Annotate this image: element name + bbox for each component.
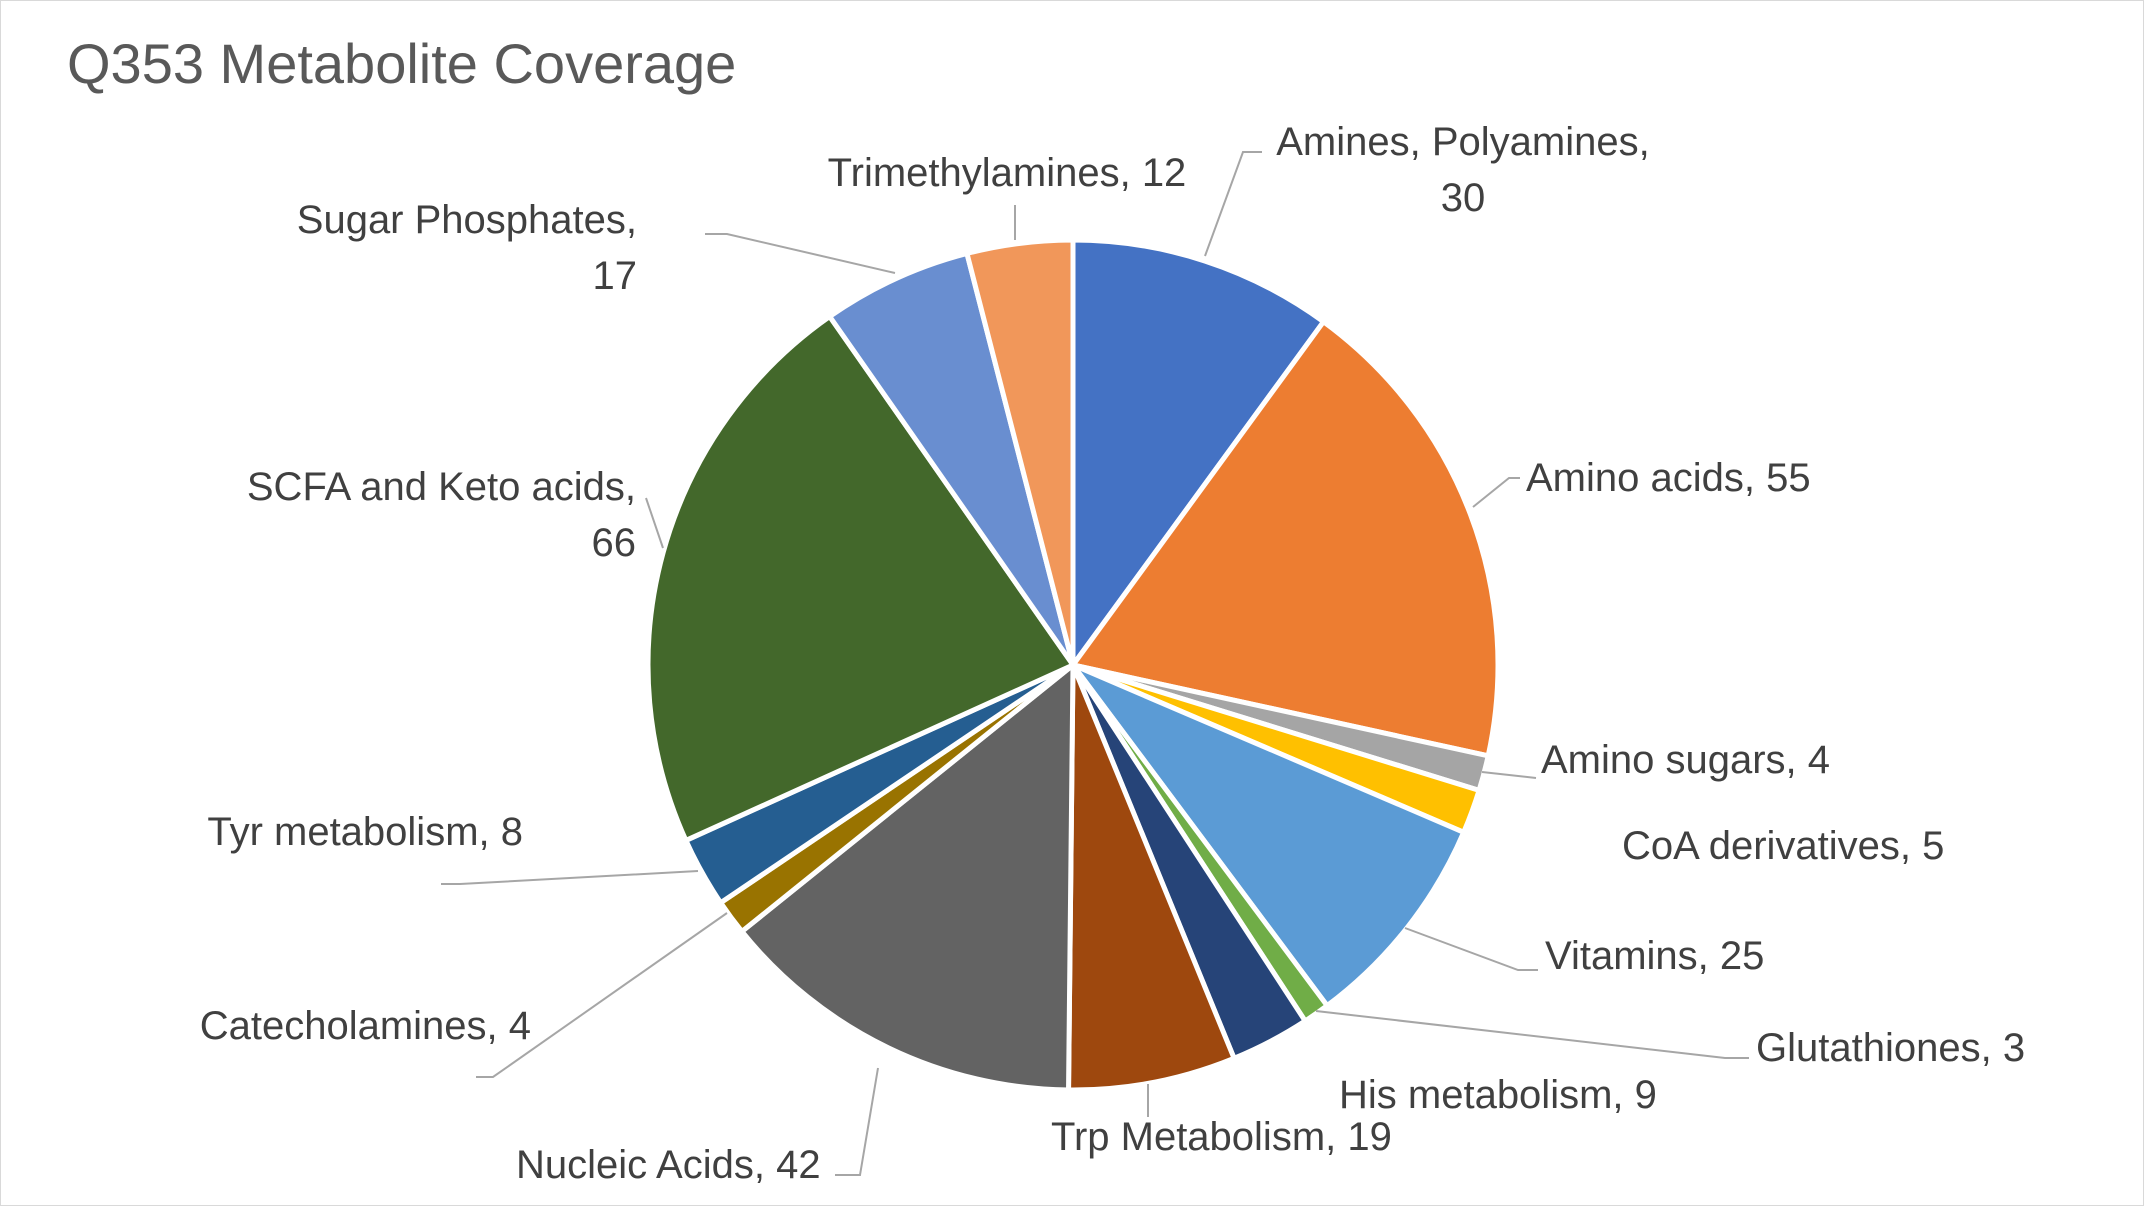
- data-label-line: His metabolism, 9: [1339, 1073, 1657, 1117]
- data-label-line: Sugar Phosphates,: [297, 198, 637, 242]
- leader-line-tyr-metabolism: [441, 870, 699, 885]
- data-label-line: Catecholamines, 4: [200, 1004, 531, 1048]
- pie-slice-amines-polyamines: [1070, 237, 1327, 668]
- leader-line-amino-acids: [1472, 477, 1520, 508]
- data-label-line: CoA derivatives, 5: [1622, 824, 1944, 868]
- data-label-line: 30: [1441, 176, 1486, 220]
- data-label-trp-metabolism: Trp Metabolism, 19: [1051, 1115, 1392, 1159]
- leader-line-sugar-phosphates: [705, 233, 896, 274]
- data-label-tyr-metabolism: Tyr metabolism, 8: [207, 810, 523, 854]
- data-label-line: 66: [592, 521, 637, 565]
- data-label-amino-acids: Amino acids, 55: [1526, 456, 1811, 500]
- data-label-line: Trp Metabolism, 19: [1051, 1115, 1392, 1159]
- pie-slice-nucleic-acids: [739, 662, 1076, 1093]
- data-label-amines-polyamines: Amines, Polyamines, 30: [1276, 120, 1649, 220]
- leader-line-scfa-and-keto-acids: [645, 497, 664, 549]
- leader-line-nucleic-acids: [835, 1067, 879, 1176]
- pie-slice-trp-metabolism: [1066, 662, 1237, 1093]
- pie-slice-trimethylamines: [964, 237, 1076, 668]
- data-label-line: Amines, Polyamines,: [1276, 120, 1649, 164]
- data-label-line: Nucleic Acids, 42: [516, 1143, 821, 1187]
- data-label-line: Tyr metabolism, 8: [207, 810, 523, 854]
- leader-line-amines-polyamines: [1204, 151, 1262, 257]
- data-label-line: Amino sugars, 4: [1541, 738, 1830, 782]
- data-label-sugar-phosphates: Sugar Phosphates, 17: [297, 198, 637, 298]
- data-label-vitamins: Vitamins, 25: [1545, 934, 1764, 978]
- pie-slice-scfa-and-keto-acids: [645, 314, 1076, 843]
- pie-slice-amino-acids: [1070, 319, 1501, 759]
- data-label-line: Vitamins, 25: [1545, 934, 1764, 978]
- leader-lines: [441, 151, 1749, 1176]
- data-label-scfa-and-keto-acids: SCFA and Keto acids, 66: [247, 465, 636, 565]
- data-label-his-metabolism: His metabolism, 9: [1339, 1073, 1657, 1117]
- data-label-line: 17: [593, 254, 638, 298]
- data-label-line: Glutathiones, 3: [1756, 1026, 2025, 1070]
- data-label-glutathiones: Glutathiones, 3: [1756, 1026, 2025, 1070]
- data-labels: Amines, Polyamines, 30 Amino acids, 55 Amin…: [200, 120, 2025, 1187]
- chart-title: Q353 Metabolite Coverage: [67, 32, 737, 95]
- leader-line-catecholamines: [476, 912, 728, 1078]
- data-label-line: Trimethylamines, 12: [828, 151, 1187, 195]
- data-label-coa-derivatives: CoA derivatives, 5: [1622, 824, 1944, 868]
- leader-line-amino-sugars: [1481, 771, 1537, 779]
- data-label-line: SCFA and Keto acids,: [247, 465, 636, 509]
- data-label-line: Amino acids, 55: [1526, 456, 1811, 500]
- pie-slice-sugar-phosphates: [827, 250, 1076, 668]
- data-label-nucleic-acids: Nucleic Acids, 42: [516, 1143, 821, 1187]
- leader-line-glutathiones: [1315, 1010, 1749, 1059]
- data-label-trimethylamines: Trimethylamines, 12: [828, 151, 1187, 195]
- leader-line-vitamins: [1404, 927, 1538, 971]
- pie-slices: [645, 237, 1501, 1093]
- data-label-amino-sugars: Amino sugars, 4: [1541, 738, 1830, 782]
- data-label-catecholamines: Catecholamines, 4: [200, 1004, 531, 1048]
